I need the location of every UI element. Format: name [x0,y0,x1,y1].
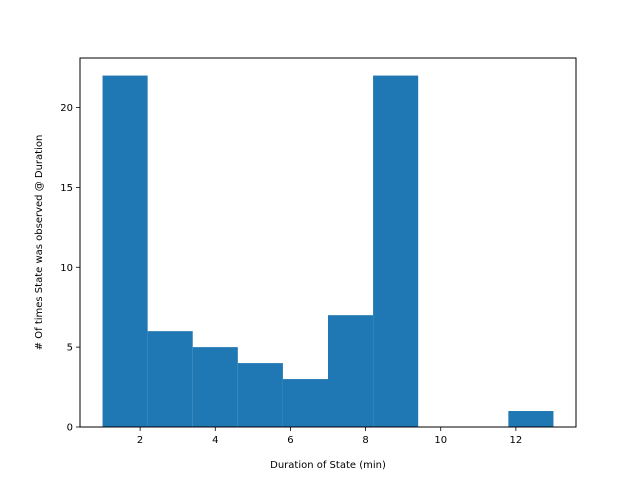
y-axis-label: # Of times State was observed @ Duration [34,135,45,351]
y-tick-label: 5 [67,343,73,354]
x-tick-label: 12 [510,435,523,446]
plot-frame [79,57,577,428]
histogram-bar-0 [102,75,148,428]
y-tick-label: 0 [67,423,73,434]
y-tick-label: 20 [60,103,73,114]
histogram-bar-4 [282,379,328,427]
x-axis-ticks: 2 4 6 8 10 12 [137,427,522,446]
x-tick-label: 4 [212,435,218,446]
histogram-bar-5 [328,315,374,427]
y-axis-ticks: 0 5 10 15 20 [60,103,80,434]
x-tick-label: 2 [137,435,143,446]
x-axis-label: Duration of State (min) [270,460,386,471]
histogram-bar-6 [373,75,419,428]
x-tick-label: 8 [362,435,368,446]
histogram-bar-3 [237,363,283,427]
y-tick-label: 15 [60,183,73,194]
y-tick-label: 10 [60,263,73,274]
histogram-bar-9 [508,411,554,427]
histogram-bar-1 [147,331,193,427]
x-tick-label: 10 [434,435,447,446]
x-tick-label: 6 [287,435,293,446]
bars-group [102,75,554,428]
histogram-bar-2 [192,347,238,427]
